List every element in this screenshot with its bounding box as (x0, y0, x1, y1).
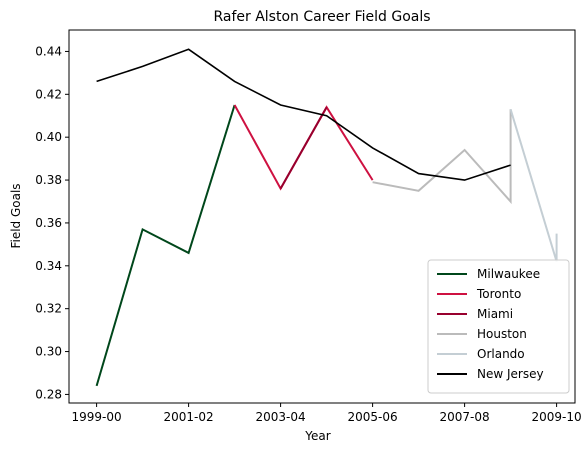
x-tick-label: 2007-08 (440, 410, 490, 424)
y-tick-label: 0.32 (35, 302, 62, 316)
legend-label-orlando: Orlando (477, 347, 525, 361)
series-line-houston (372, 109, 512, 205)
series-line-orlando (509, 109, 558, 262)
y-axis-title: Field Goals (9, 183, 23, 248)
legend-label-milwaukee: Milwaukee (477, 267, 540, 281)
series-line-milwaukee (95, 104, 236, 387)
x-tick-label: 2001-02 (164, 410, 214, 424)
x-tick-label: 2005-06 (348, 410, 398, 424)
y-tick-label: 0.40 (35, 130, 62, 144)
legend-label-toronto: Toronto (476, 287, 521, 301)
y-tick-label: 0.28 (35, 387, 62, 401)
chart-title: Rafer Alston Career Field Goals (213, 9, 430, 25)
legend: Milwaukee Toronto Miami Houston Orlando New J… (427, 259, 570, 394)
series-line-new-jersey (96, 48, 511, 181)
series-line-miami (279, 106, 328, 190)
y-tick-label: 0.44 (35, 44, 62, 58)
y-tick-label: 0.30 (35, 345, 62, 359)
x-tick-label: 2009-10 (532, 410, 582, 424)
legend-items: Milwaukee Toronto Miami Houston Orlando New J… (437, 267, 544, 381)
legend-label-miami: Miami (477, 307, 513, 321)
y-tick-label: 0.38 (35, 173, 62, 187)
legend-label-houston: Houston (477, 327, 527, 341)
x-axis-ticks: 1999-00 2001-02 2003-04 2005-06 2007-08 2009-… (72, 403, 582, 424)
legend-label-new-jersey: New Jersey (477, 367, 544, 381)
y-axis-ticks: 0.28 0.30 0.32 0.34 0.36 0.38 0.40 0.42 0.44 (35, 44, 69, 401)
x-tick-label: 1999-00 (72, 410, 122, 424)
x-tick-label: 2003-04 (256, 410, 306, 424)
x-axis-title: Year (304, 429, 330, 443)
y-tick-label: 0.34 (35, 259, 62, 273)
y-tick-label: 0.36 (35, 216, 62, 230)
y-tick-label: 0.42 (35, 87, 62, 101)
plot-frame (68, 29, 576, 404)
